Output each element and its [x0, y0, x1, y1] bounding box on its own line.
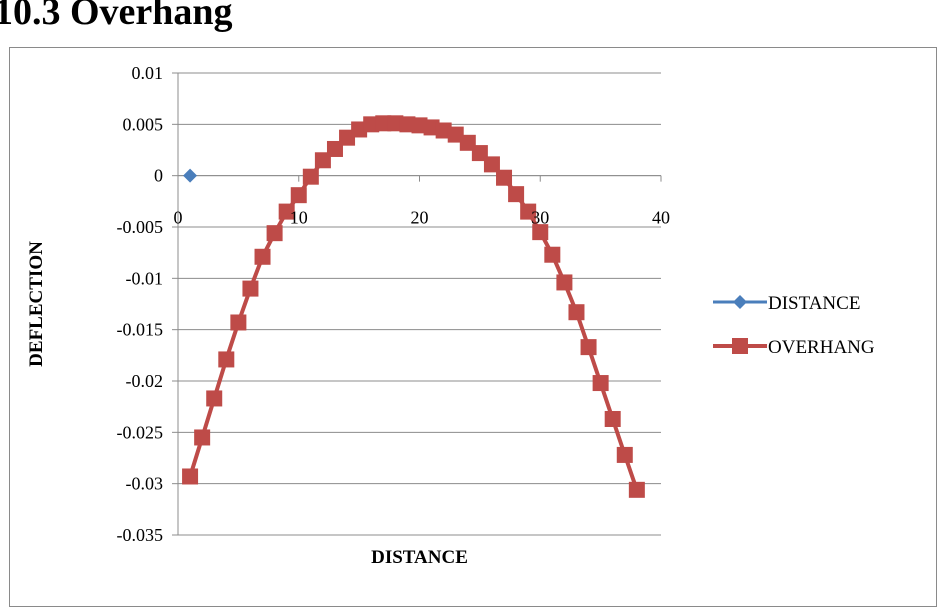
overhang-point: [435, 122, 452, 139]
y-axis-title: DEFLECTION: [26, 241, 47, 367]
deflection-chart: 0.01 0.005 0 -0.005 -0.01 -0.015 -0.02 -0.025 -0…: [26, 63, 875, 568]
overhang-point: [580, 339, 597, 356]
overhang-point: [363, 116, 380, 133]
series: [182, 115, 645, 498]
overhang-point: [266, 225, 283, 242]
y-tick-label: -0.025: [117, 422, 164, 442]
overhang-point: [182, 468, 199, 485]
overhang-point: [411, 117, 428, 134]
overhang-point: [302, 168, 319, 185]
x-tick-label: 0: [174, 208, 183, 228]
overhang-point: [532, 224, 549, 241]
overhang-point: [326, 140, 343, 157]
x-axis-title: DISTANCE: [371, 547, 468, 568]
x-tick-label: 40: [652, 208, 670, 228]
legend-diamond-icon: [733, 295, 747, 309]
distance-point: [183, 168, 198, 183]
overhang-point: [339, 129, 356, 146]
overhang-point: [508, 186, 525, 203]
y-tick-label: -0.02: [126, 371, 164, 391]
overhang-point: [520, 203, 537, 220]
overhang-point: [218, 351, 235, 368]
x-tick-label: 10: [290, 208, 308, 228]
tick-labels: 0.01 0.005 0 -0.005 -0.01 -0.015 -0.02 -0.025 -0…: [117, 63, 671, 545]
overhang-point: [616, 446, 633, 463]
overhang-point: [604, 410, 621, 427]
legend-square-icon: [732, 338, 748, 354]
legend-item-overhang: OVERHANG: [713, 337, 875, 358]
y-tick-label: -0.015: [117, 320, 164, 340]
axes: [172, 72, 662, 536]
legend-label-distance: DISTANCE: [768, 293, 860, 314]
overhang-point: [314, 152, 331, 169]
overhang-point: [254, 248, 271, 265]
y-tick-label: 0: [154, 166, 163, 186]
y-tick-label: -0.005: [117, 217, 164, 237]
overhang-point: [447, 126, 464, 143]
overhang-point: [206, 390, 223, 407]
y-tick-label: -0.01: [126, 268, 164, 288]
overhang-point: [628, 481, 645, 498]
x-tick-label: 20: [411, 208, 429, 228]
legend: DISTANCE OVERHANG: [713, 293, 875, 358]
overhang-point: [375, 115, 392, 132]
overhang-point: [496, 169, 513, 186]
overhang-point: [194, 429, 211, 446]
overhang-point: [459, 134, 476, 151]
overhang-point: [230, 314, 247, 331]
legend-item-distance: DISTANCE: [713, 293, 860, 314]
overhang-point: [278, 203, 295, 220]
overhang-point: [242, 280, 259, 297]
overhang-point: [483, 156, 500, 173]
overhang-point: [423, 119, 440, 136]
overhang-point: [387, 115, 404, 132]
x-tick-label: 30: [531, 208, 549, 228]
y-tick-label: 0.005: [123, 114, 164, 134]
overhang-point: [399, 116, 416, 133]
section-heading: 10.3 Overhang: [0, 0, 233, 33]
gridlines: [178, 72, 661, 536]
overhang-point: [471, 145, 488, 162]
overhang-point: [290, 187, 307, 204]
overhang-point: [351, 121, 368, 138]
legend-label-overhang: OVERHANG: [768, 337, 875, 358]
overhang-point: [568, 304, 585, 321]
overhang-point: [544, 246, 561, 263]
overhang-point: [556, 274, 573, 291]
y-tick-label: -0.03: [126, 474, 164, 494]
y-tick-label: 0.01: [132, 63, 164, 83]
overhang-point: [592, 375, 609, 392]
y-tick-label: -0.035: [117, 525, 164, 545]
